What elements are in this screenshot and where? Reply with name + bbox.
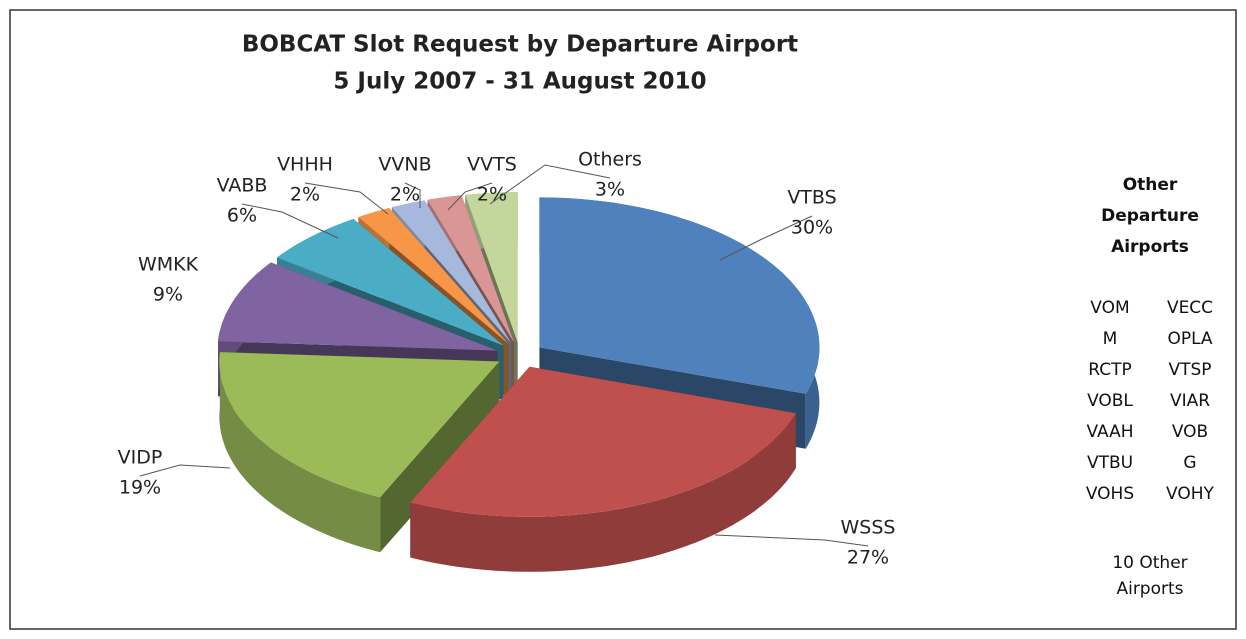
slice xyxy=(277,219,504,346)
panel-item: VECC xyxy=(1166,298,1214,318)
panel-columns: VOM M RCTP VOBL VAAH VTBU VOHS VECC OPLA VTSP VIAR… xyxy=(1050,293,1246,510)
slice xyxy=(465,192,518,343)
label-value: 2% xyxy=(477,184,507,206)
label-category: WSSS xyxy=(841,517,896,539)
leader-line xyxy=(489,164,611,205)
panel-item: VIAR xyxy=(1169,391,1211,411)
label-value: 19% xyxy=(119,477,161,499)
panel-item: RCTP xyxy=(1088,360,1132,380)
label-value: 6% xyxy=(227,205,257,227)
label-category: VTBS xyxy=(787,187,836,209)
label-value: 3% xyxy=(595,179,625,201)
leader-line xyxy=(139,464,231,477)
panel-item: VOM xyxy=(1090,298,1130,318)
slice xyxy=(218,262,498,351)
label-category: VIDP xyxy=(118,447,163,469)
leader-line xyxy=(404,182,421,208)
label-category: VVTS xyxy=(467,154,517,176)
leader-line xyxy=(241,203,339,239)
panel-item: VOBL xyxy=(1087,391,1133,411)
label-value: 9% xyxy=(153,284,183,306)
slice xyxy=(427,195,514,343)
panel-item: VAAH xyxy=(1086,422,1134,442)
label-value: 30% xyxy=(791,217,833,239)
side-panel: Other Departure Airports VOM M RCTP VOBL VAA… xyxy=(1050,170,1246,602)
panel-item: VOHY xyxy=(1166,484,1214,504)
slice xyxy=(391,200,512,343)
panel-item: VOB xyxy=(1171,422,1209,442)
panel-item: VTBU xyxy=(1086,453,1134,473)
panel-column: VECC OPLA VTSP VIAR VOB G VOHY xyxy=(1150,293,1230,510)
panel-column: VOM M RCTP VOBL VAAH VTBU VOHS xyxy=(1070,293,1150,510)
slice xyxy=(358,208,509,344)
slice-rim xyxy=(410,413,796,572)
leader-line xyxy=(304,182,389,215)
labels: VTBS 30% WSSS 27% VIDP 19% WMKK 9% VABB 6% VHHH 2% V… xyxy=(118,149,896,569)
label-value: 2% xyxy=(390,184,420,206)
label-value: 2% xyxy=(290,184,320,206)
chart-title: BOBCAT Slot Request by Departure Airport xyxy=(242,32,798,58)
pie xyxy=(218,192,820,572)
slice xyxy=(539,197,820,394)
label-category: Others xyxy=(578,149,642,171)
panel-footer: 10 Other Airports xyxy=(1112,553,1188,599)
panel-item: VOHS xyxy=(1085,484,1135,504)
slice-rim xyxy=(219,352,381,553)
panel-item: OPLA xyxy=(1167,329,1213,349)
panel-item: G xyxy=(1183,453,1197,473)
label-category: VHHH xyxy=(277,154,333,176)
chart-border xyxy=(9,9,1237,630)
chart-subtitle: 5 July 2007 - 31 August 2010 xyxy=(333,69,706,95)
leader-line xyxy=(447,182,493,211)
panel-item: M xyxy=(1102,329,1118,349)
slice xyxy=(219,352,500,498)
leader-line xyxy=(719,215,813,261)
label-value: 27% xyxy=(847,547,889,569)
leader-line xyxy=(714,534,869,547)
panel-item: VTSP xyxy=(1168,360,1212,380)
panel-title: Other Departure Airports xyxy=(1101,175,1199,257)
label-category: VABB xyxy=(217,175,268,197)
label-category: WMKK xyxy=(138,254,199,276)
label-category: VVNB xyxy=(378,154,431,176)
slice xyxy=(410,366,796,517)
